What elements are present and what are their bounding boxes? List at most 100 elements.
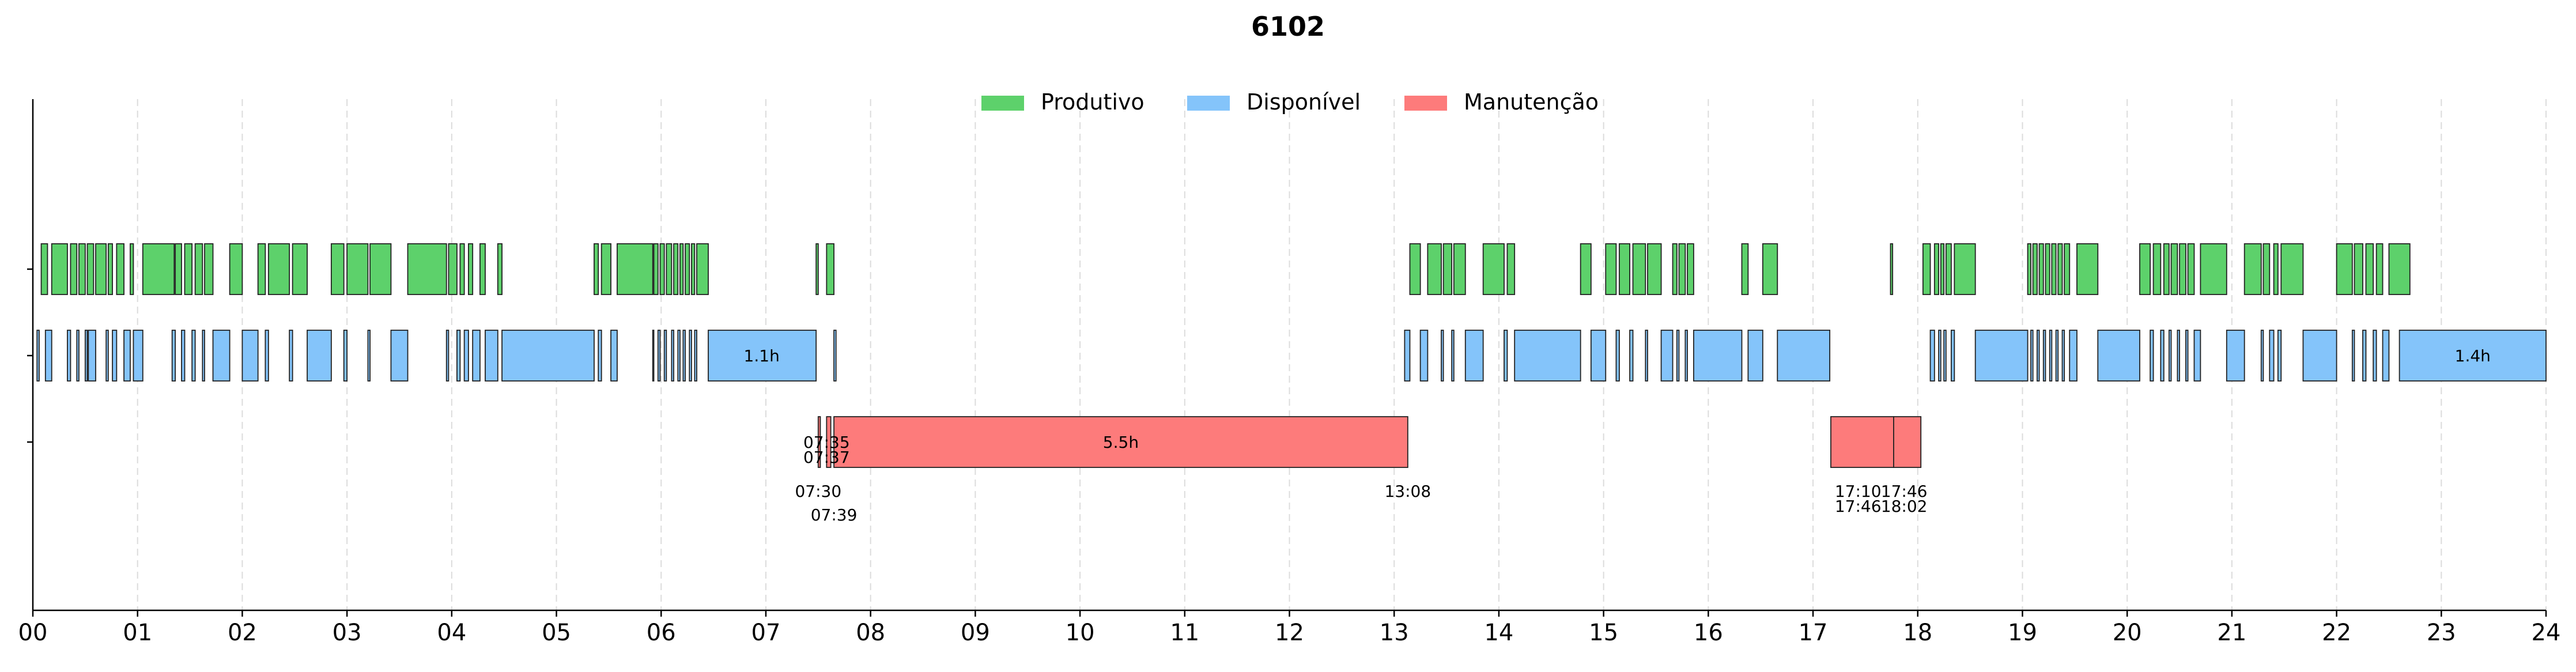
- bars-layer: [36, 243, 2547, 468]
- bar-disponivel: [671, 330, 674, 382]
- bar-produtivo: [2032, 243, 2038, 295]
- bar-disponivel: [1504, 330, 1508, 382]
- bar-disponivel: [2373, 330, 2377, 382]
- bar-disponivel: [1747, 330, 1763, 382]
- duration-label: 1.4h: [2455, 346, 2491, 365]
- x-tick-label: 18: [1903, 620, 1932, 646]
- bar-produtivo: [1933, 243, 1939, 295]
- bar-disponivel: [76, 330, 80, 382]
- bar-produtivo: [1580, 243, 1592, 295]
- bar-produtivo: [86, 243, 95, 295]
- bar-disponivel: [2160, 330, 2165, 382]
- bar-disponivel: [1693, 330, 1743, 382]
- x-tick-label: 08: [856, 620, 885, 646]
- x-tick-label: 22: [2322, 620, 2351, 646]
- bar-produtivo: [2152, 243, 2162, 295]
- time-annotation: 07:37: [803, 448, 850, 467]
- bar-disponivel: [1938, 330, 1942, 382]
- bar-disponivel: [2036, 330, 2040, 382]
- legend-label: Manutenção: [1464, 89, 1599, 115]
- legend-label: Disponível: [1247, 89, 1361, 115]
- bar-disponivel: [2069, 330, 2078, 382]
- x-tick-label: 11: [1170, 620, 1199, 646]
- legend-swatch: [1187, 96, 1230, 111]
- x-tick-label: 06: [647, 620, 676, 646]
- bar-manutencao: [826, 416, 832, 468]
- time-annotation: 17:46: [1835, 497, 1882, 516]
- x-tick-label: 15: [1589, 620, 1618, 646]
- bar-produtivo: [1647, 243, 1662, 295]
- bar-produtivo: [204, 243, 214, 295]
- bar-produtivo: [2200, 243, 2227, 295]
- bar-disponivel: [2351, 330, 2355, 382]
- bar-disponivel: [241, 330, 259, 382]
- time-annotation: 17:46: [1881, 482, 1928, 501]
- bar-produtivo: [1482, 243, 1505, 295]
- bar-produtivo: [2375, 243, 2384, 295]
- x-tick-label: 20: [2113, 620, 2142, 646]
- bar-produtivo: [1605, 243, 1617, 295]
- bar-disponivel: [2030, 330, 2034, 382]
- x-tick-label: 07: [751, 620, 781, 646]
- bar-produtivo: [2139, 243, 2151, 295]
- bar-produtivo: [617, 243, 654, 295]
- bar-disponivel: [1404, 330, 1411, 382]
- bar-disponivel: [1777, 330, 1831, 382]
- bar-disponivel: [2302, 330, 2337, 382]
- bar-produtivo: [40, 243, 48, 295]
- bar-produtivo: [2365, 243, 2374, 295]
- x-tick-label: 16: [1694, 620, 1723, 646]
- x-tick-label: 24: [2532, 620, 2561, 646]
- bar-disponivel: [2193, 330, 2201, 382]
- bar-produtivo: [2051, 243, 2057, 295]
- bar-produtivo: [1442, 243, 1453, 295]
- bar-produtivo: [1453, 243, 1466, 295]
- bar-produtivo: [1687, 243, 1694, 295]
- bar-produtivo: [184, 243, 193, 295]
- x-tick-label: 05: [542, 620, 571, 646]
- bar-disponivel: [694, 330, 697, 382]
- bar-disponivel: [1590, 330, 1607, 382]
- bar-disponivel: [202, 330, 205, 382]
- time-annotation: 07:35: [803, 433, 850, 452]
- bar-disponivel: [191, 330, 196, 382]
- bar-disponivel: [181, 330, 186, 382]
- bar-produtivo: [330, 243, 345, 295]
- bar-produtivo: [2045, 243, 2050, 295]
- duration-label: 1.1h: [744, 346, 780, 365]
- bar-produtivo: [2336, 243, 2353, 295]
- bar-produtivo: [1506, 243, 1516, 295]
- legend-label: Produtivo: [1041, 89, 1145, 115]
- bar-disponivel: [677, 330, 681, 382]
- bar-produtivo: [2187, 243, 2195, 295]
- bar-produtivo: [407, 243, 447, 295]
- x-tick-label: 00: [18, 620, 48, 646]
- x-tick-label: 12: [1275, 620, 1304, 646]
- bar-produtivo: [257, 243, 266, 295]
- chart-title: 6102: [1251, 11, 1325, 42]
- bar-disponivel: [289, 330, 293, 382]
- legend-swatch: [1404, 96, 1447, 111]
- legend: Produtivo Disponível Manutenção: [981, 89, 1599, 115]
- bar-disponivel: [67, 330, 71, 382]
- x-tick-label: 21: [2217, 620, 2246, 646]
- bar-disponivel: [445, 330, 450, 382]
- bar-disponivel: [663, 330, 667, 382]
- bar-produtivo: [2064, 243, 2071, 295]
- time-annotation: 07:30: [795, 482, 841, 501]
- time-annotation: 17:10: [1835, 482, 1882, 501]
- bar-produtivo: [2163, 243, 2170, 295]
- bar-produtivo: [600, 243, 611, 295]
- bar-disponivel: [456, 330, 461, 382]
- bar-produtivo: [1945, 243, 1952, 295]
- bar-produtivo: [685, 243, 690, 295]
- time-annotation: 07:39: [811, 505, 858, 524]
- bar-disponivel: [44, 330, 52, 382]
- x-tick-label: 09: [961, 620, 990, 646]
- bar-disponivel: [307, 330, 332, 382]
- bar-produtivo: [1954, 243, 1976, 295]
- bar-disponivel: [84, 330, 88, 382]
- bar-produtivo: [346, 243, 369, 295]
- bar-produtivo: [51, 243, 68, 295]
